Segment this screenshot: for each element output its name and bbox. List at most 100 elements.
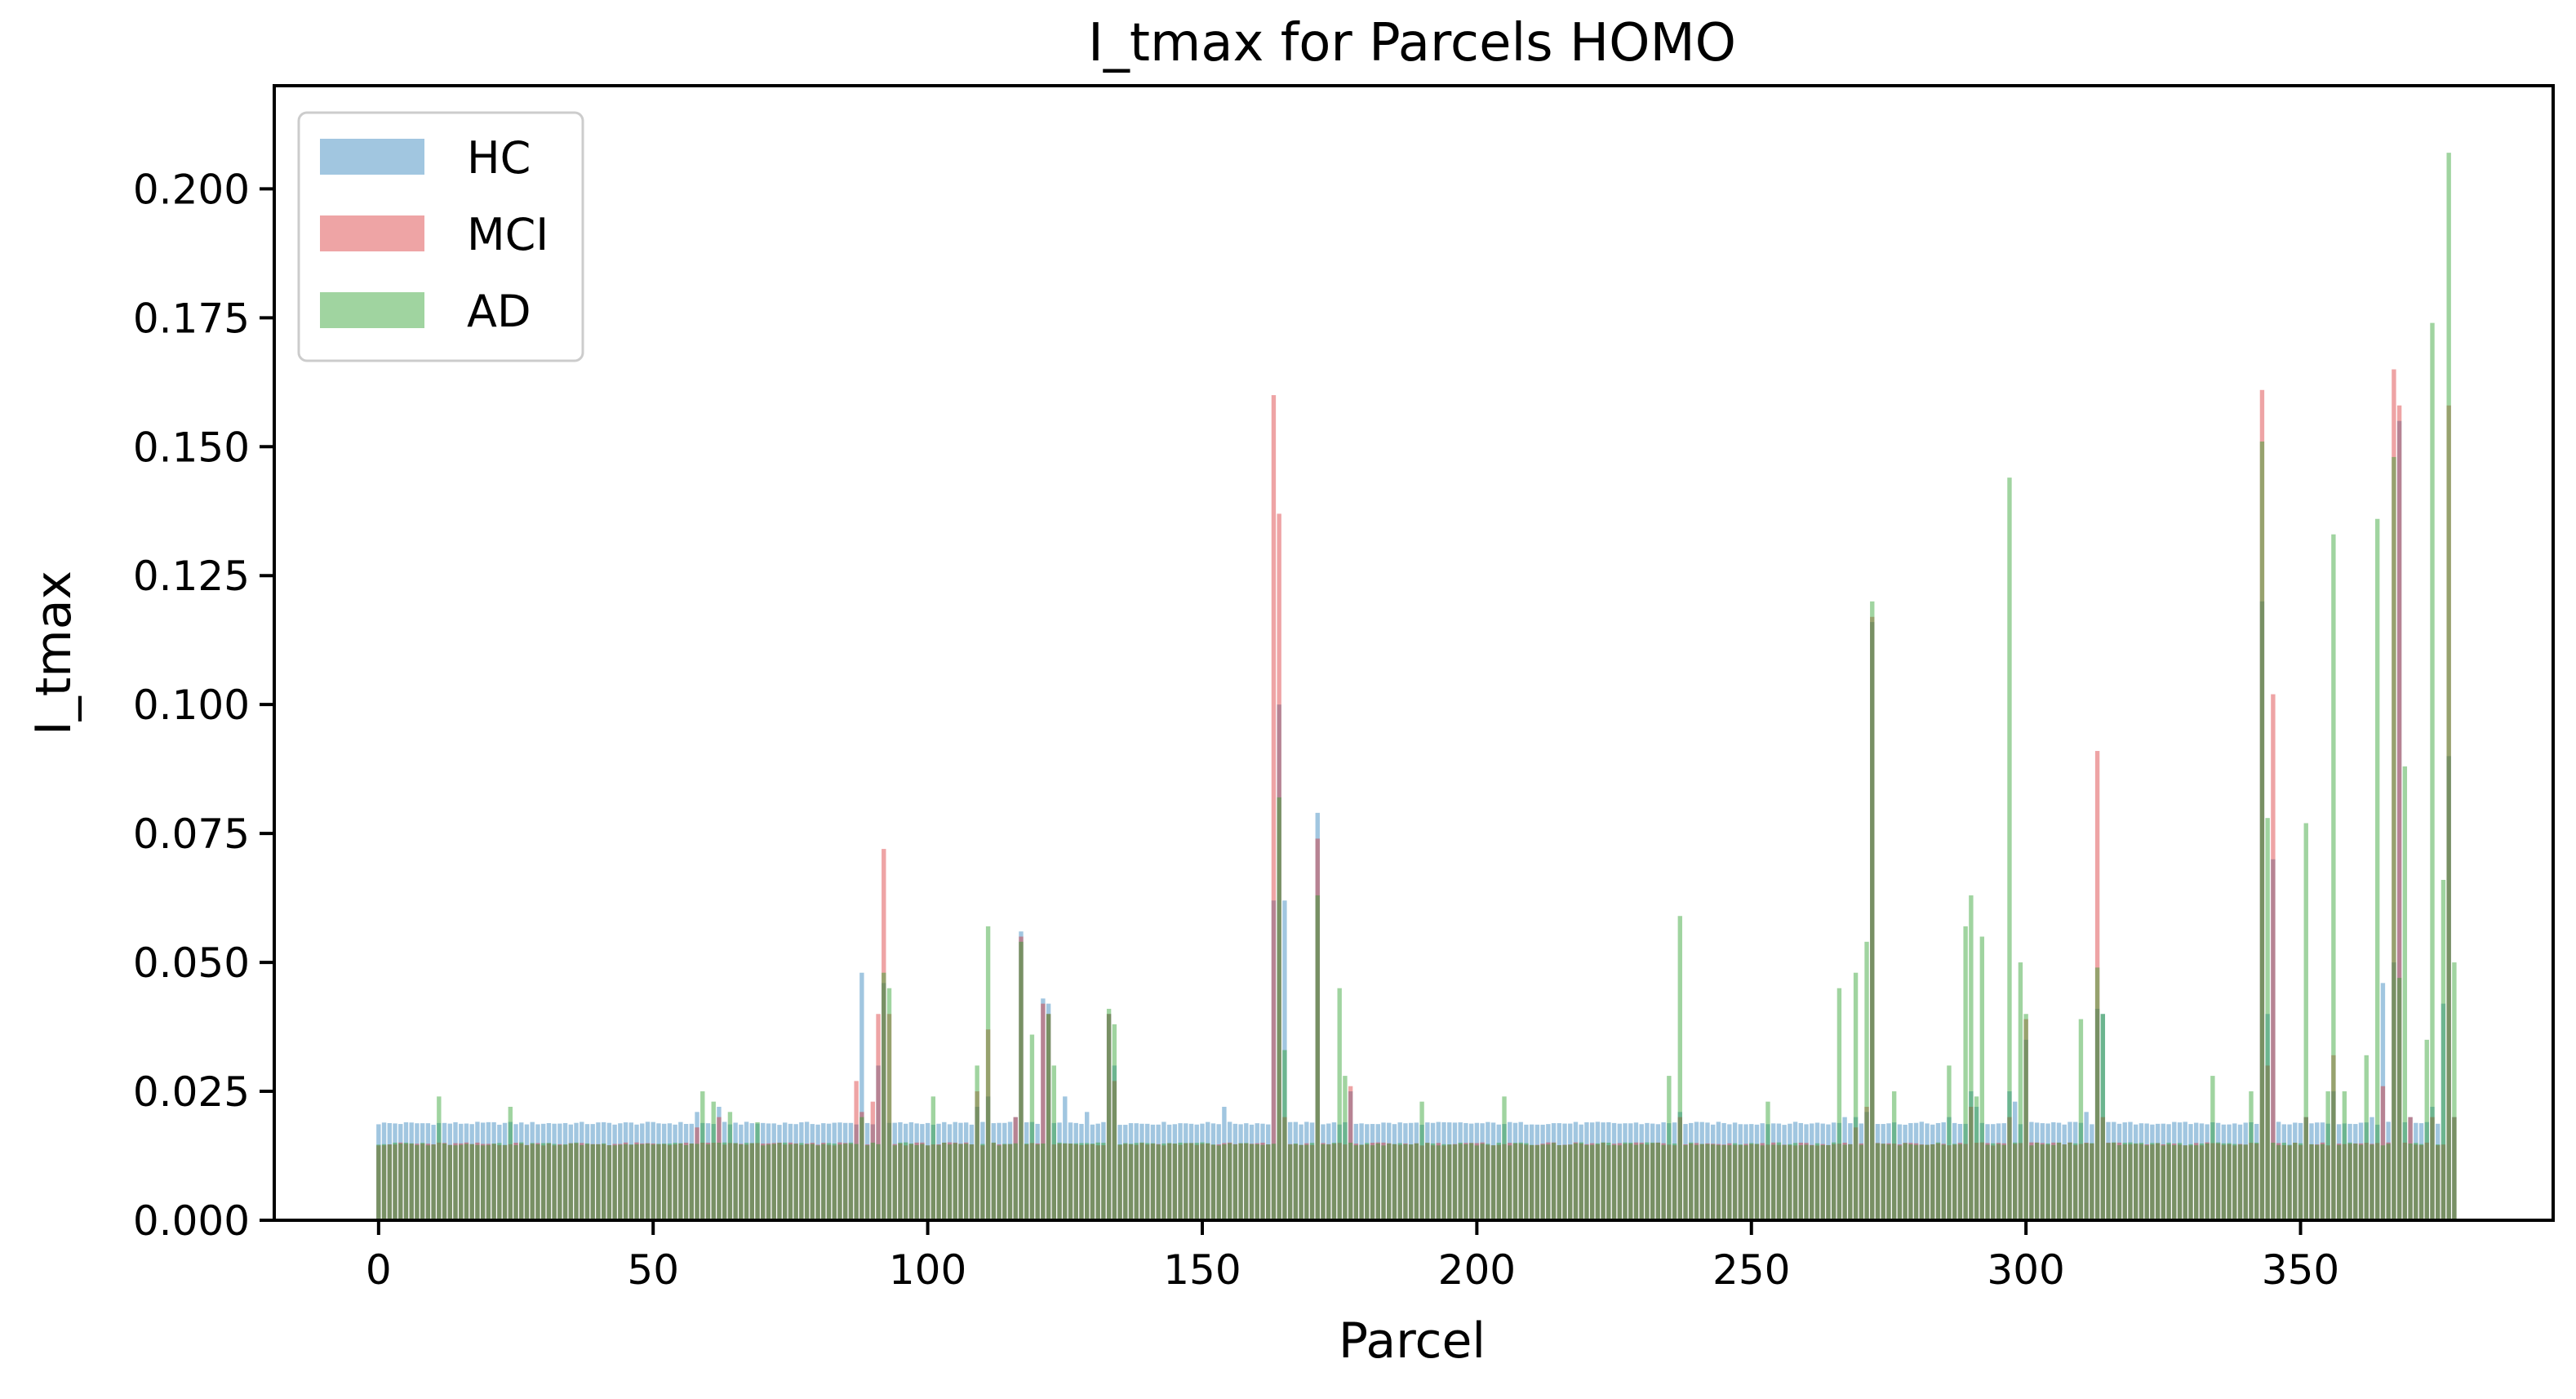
bar-ad-268 <box>1848 1144 1853 1220</box>
bar-hc-291 <box>1974 1107 1979 1220</box>
bar-ad-95 <box>898 1142 903 1220</box>
bar-mci-26 <box>519 1144 524 1220</box>
bar-ad-27 <box>524 1145 530 1220</box>
bar-ad-241 <box>1699 1144 1704 1220</box>
bar-hc-67 <box>744 1121 749 1220</box>
bar-mci-162 <box>1266 1144 1271 1220</box>
bar-mci-291 <box>1974 1143 1979 1220</box>
bar-hc-198 <box>1463 1122 1468 1220</box>
bar-ad-128 <box>1079 1143 1084 1220</box>
bar-mci-227 <box>1623 1144 1628 1220</box>
legend-swatch-mci <box>320 215 424 251</box>
bar-ad-51 <box>656 1144 661 1220</box>
bar-hc-336 <box>2221 1124 2227 1220</box>
bar-ad-115 <box>1007 1144 1013 1220</box>
bar-ad-6 <box>409 1143 414 1220</box>
bar-mci-183 <box>1381 1142 1386 1220</box>
bar-hc-121 <box>1041 998 1046 1220</box>
bar-ad-77 <box>799 1143 804 1220</box>
bar-hc-170 <box>1309 1122 1315 1220</box>
bar-mci-123 <box>1051 1144 1057 1220</box>
bar-hc-222 <box>1595 1121 1601 1220</box>
bar-ad-45 <box>623 1144 628 1220</box>
bar-ad-66 <box>739 1144 744 1220</box>
bar-ad-275 <box>1886 1144 1891 1220</box>
bar-ad-217 <box>1568 1144 1573 1220</box>
bar-ad-196 <box>1452 1144 1458 1220</box>
bar-mci-280 <box>1913 1143 1919 1220</box>
bar-mci-213 <box>1546 1142 1551 1220</box>
bar-hc-144 <box>1166 1124 1172 1220</box>
bar-ad-174 <box>1331 1143 1337 1220</box>
bar-ad-212 <box>1540 1144 1545 1220</box>
bar-mci-78 <box>804 1144 810 1220</box>
bar-mci-238 <box>1683 1144 1688 1220</box>
bar-ad-201 <box>1480 1144 1485 1220</box>
bar-mci-328 <box>2177 1144 2183 1220</box>
bar-ad-33 <box>557 1144 562 1220</box>
y-tick-label-3: 0.075 <box>133 811 250 858</box>
bar-ad-213 <box>1546 1144 1551 1220</box>
bar-mci-200 <box>1474 1143 1480 1220</box>
bar-hc-323 <box>2150 1124 2155 1220</box>
bar-hc-257 <box>1788 1123 1792 1220</box>
bar-hc-214 <box>1551 1123 1557 1220</box>
bar-ad-188 <box>1408 1144 1414 1220</box>
bar-hc-33 <box>557 1123 562 1220</box>
bar-hc-171 <box>1315 812 1320 1220</box>
bar-hc-357 <box>2336 1124 2342 1220</box>
bar-hc-143 <box>1161 1121 1166 1220</box>
bar-ad-350 <box>2298 1143 2303 1220</box>
bar-hc-305 <box>2051 1121 2056 1220</box>
bar-hc-232 <box>1650 1123 1655 1220</box>
bar-hc-174 <box>1331 1122 1337 1220</box>
bar-hc-366 <box>2386 1121 2391 1220</box>
bar-ad-306 <box>2056 1142 2062 1220</box>
bar-mci-311 <box>2084 1143 2089 1220</box>
bar-hc-136 <box>1123 1125 1128 1220</box>
bar-hc-23 <box>502 1122 508 1220</box>
bar-hc-73 <box>777 1125 782 1220</box>
bar-ad-245 <box>1721 1144 1726 1220</box>
bar-ad-99 <box>920 1144 925 1220</box>
legend: HC MCI AD <box>297 111 584 362</box>
bar-ad-150 <box>1200 1142 1205 1220</box>
bar-mci-254 <box>1770 1142 1776 1220</box>
bar-hc-227 <box>1623 1123 1628 1220</box>
bar-mci-59 <box>700 1142 705 1220</box>
bar-mci-128 <box>1079 1144 1084 1220</box>
bar-mci-70 <box>761 1144 766 1220</box>
bar-hc-15 <box>459 1123 464 1220</box>
bar-ad-64 <box>727 1112 733 1220</box>
bar-hc-280 <box>1913 1122 1919 1220</box>
bar-hc-35 <box>568 1124 573 1220</box>
bar-mci-205 <box>1502 1144 1507 1220</box>
bar-hc-77 <box>799 1122 804 1220</box>
bar-ad-24 <box>508 1107 513 1220</box>
bar-ad-299 <box>2018 962 2023 1220</box>
bar-ad-182 <box>1375 1143 1380 1220</box>
bar-ad-225 <box>1611 1144 1617 1220</box>
bar-hc-310 <box>2078 1122 2084 1220</box>
bar-ad-321 <box>2139 1143 2144 1220</box>
bar-ad-166 <box>1287 1144 1293 1220</box>
bar-ad-215 <box>1557 1145 1561 1220</box>
bar-mci-343 <box>2259 389 2265 1220</box>
bar-ad-70 <box>761 1145 766 1220</box>
bar-ad-331 <box>2194 1145 2199 1220</box>
y-axis-ticks: 0.000 0.025 0.050 0.075 0.100 0.125 0.150 0.175… <box>133 166 274 1245</box>
bar-ad-318 <box>2122 1143 2127 1220</box>
bar-mci-169 <box>1304 1143 1309 1220</box>
bar-hc-8 <box>420 1123 425 1220</box>
bar-mci-313 <box>2094 751 2100 1220</box>
bar-mci-226 <box>1617 1143 1622 1220</box>
bar-ad-7 <box>415 1144 420 1220</box>
bar-mci-80 <box>815 1144 820 1220</box>
bar-ad-186 <box>1397 1143 1402 1220</box>
bar-ad-285 <box>1941 1144 1946 1220</box>
bar-mci-58 <box>695 1127 700 1220</box>
bar-hc-124 <box>1057 1122 1062 1220</box>
bar-hc-315 <box>2106 1121 2111 1220</box>
bar-mci-337 <box>2227 1144 2232 1220</box>
